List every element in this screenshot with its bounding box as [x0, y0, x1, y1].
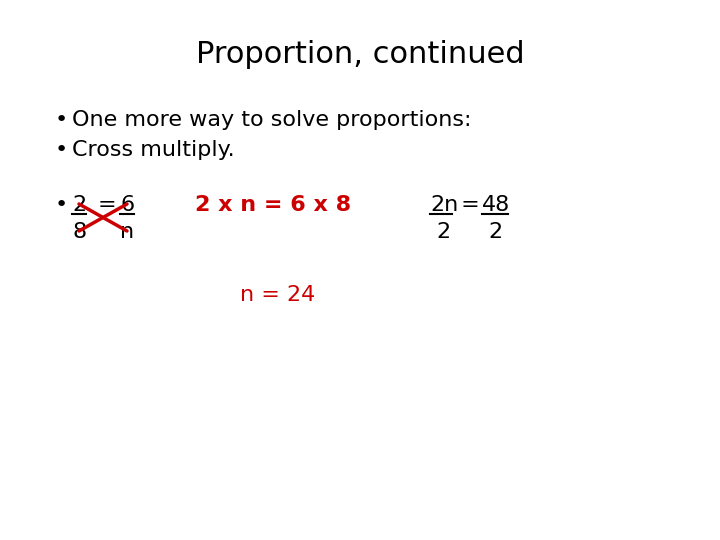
Text: •: •	[55, 140, 68, 160]
Text: n: n	[120, 222, 134, 242]
Text: 2: 2	[72, 195, 86, 215]
Text: 2: 2	[488, 222, 502, 242]
Text: =: =	[454, 195, 487, 215]
Text: Cross multiply.: Cross multiply.	[72, 140, 235, 160]
Text: 2n: 2n	[430, 195, 458, 215]
Text: 2: 2	[436, 222, 450, 242]
Text: 6: 6	[120, 195, 134, 215]
Text: •: •	[55, 195, 68, 215]
Text: =: =	[98, 195, 117, 215]
Text: 2 x n = 6 x 8: 2 x n = 6 x 8	[195, 195, 351, 215]
Text: 8: 8	[72, 222, 86, 242]
Text: •: •	[55, 110, 68, 130]
Text: One more way to solve proportions:: One more way to solve proportions:	[72, 110, 472, 130]
Text: 48: 48	[482, 195, 510, 215]
Text: Proportion, continued: Proportion, continued	[196, 40, 524, 69]
Text: n = 24: n = 24	[240, 285, 315, 305]
